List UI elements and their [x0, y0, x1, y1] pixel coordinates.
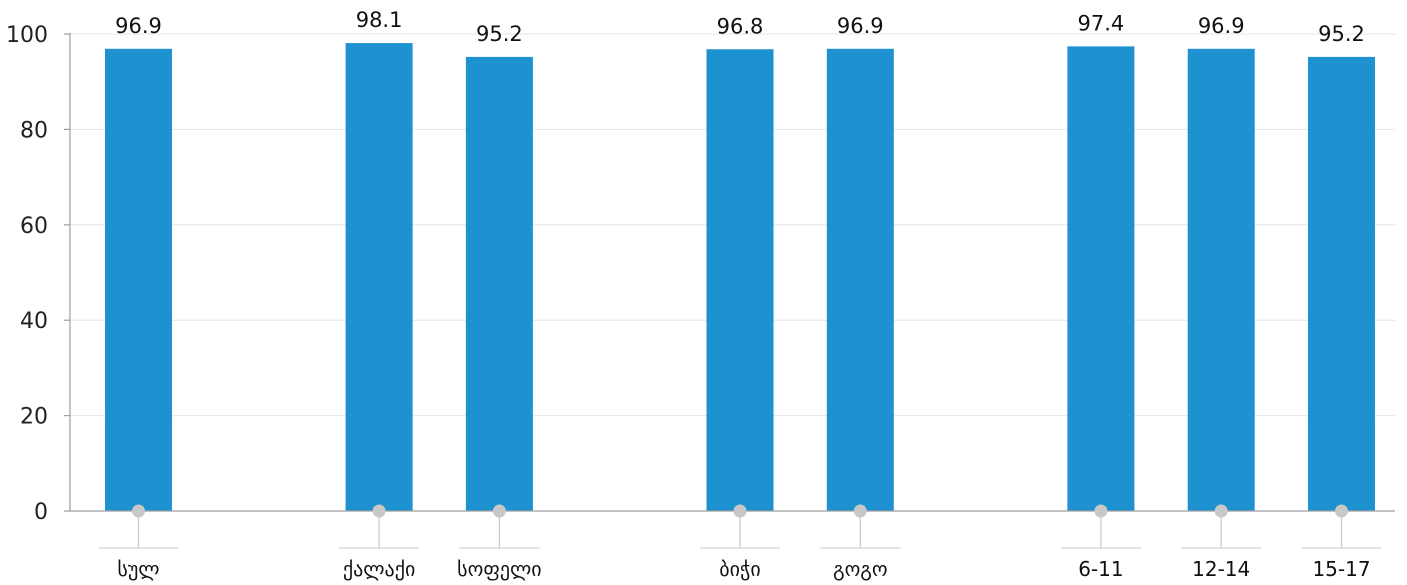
- data-label: 95.2: [476, 22, 523, 46]
- x-tick-label: გოგო: [833, 557, 888, 581]
- y-tick-label: 40: [20, 309, 48, 334]
- bar: [1067, 46, 1135, 511]
- category-dot: [1335, 504, 1348, 518]
- bar: [826, 48, 894, 512]
- y-tick-label: 100: [6, 23, 48, 48]
- x-tick-label: 6-11: [1078, 557, 1123, 581]
- x-tick-label: 12-14: [1192, 557, 1250, 581]
- x-tick-label: სულ: [117, 557, 159, 581]
- category-dot: [1094, 504, 1108, 518]
- bar: [105, 48, 172, 512]
- bar: [1308, 56, 1375, 512]
- category-dot: [372, 504, 386, 518]
- category-dot: [132, 504, 145, 518]
- bar: [706, 49, 774, 511]
- x-tick-label: სოფელი: [457, 557, 541, 581]
- y-tick-label: 80: [20, 118, 48, 143]
- category-dot: [733, 504, 747, 518]
- bar: [345, 43, 413, 512]
- bar: [1187, 48, 1255, 512]
- x-tick-label: 15-17: [1312, 557, 1370, 581]
- category-dot: [1214, 504, 1228, 518]
- bar: [465, 56, 533, 512]
- y-tick-label: 60: [20, 214, 48, 239]
- y-tick-label: 0: [34, 500, 48, 525]
- data-label: 96.9: [115, 14, 162, 38]
- category-dot: [853, 504, 867, 518]
- x-tick-label: ბიჭი: [719, 557, 760, 581]
- data-label: 98.1: [356, 8, 403, 32]
- data-label: 96.9: [837, 14, 884, 38]
- data-label: 95.2: [1318, 22, 1365, 46]
- x-tick-label: ქალაქი: [343, 557, 415, 581]
- data-label: 96.8: [717, 14, 764, 38]
- data-label: 97.4: [1078, 11, 1125, 35]
- data-label: 96.9: [1198, 14, 1245, 38]
- category-dot: [492, 504, 506, 518]
- y-tick-label: 20: [20, 405, 48, 430]
